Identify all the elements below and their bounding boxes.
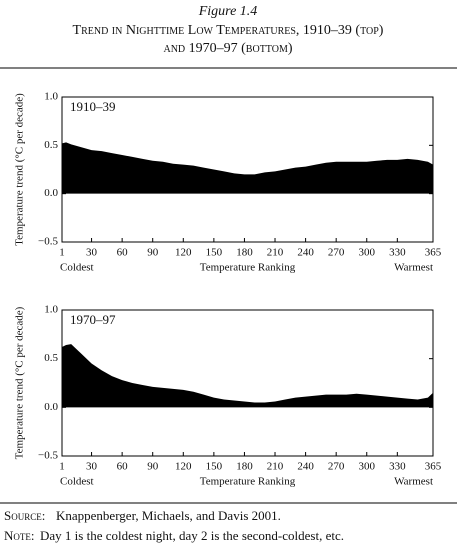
x-tick-label: 270 [328, 247, 345, 259]
x-tick-label: 240 [297, 247, 314, 259]
x-left-note: Coldest [60, 262, 94, 274]
y-axis-label: Temperature trend (°C per decade) [14, 93, 26, 246]
panel-label: 1910–39 [70, 99, 116, 114]
x-tick-label: 30 [86, 461, 98, 473]
x-tick-label: 210 [267, 461, 284, 473]
x-tick-label: 365 [425, 461, 442, 473]
x-tick-label: 90 [147, 247, 159, 259]
plot-frame [61, 96, 434, 243]
x-tick-label: 270 [328, 461, 345, 473]
x-tick-label: 60 [117, 461, 129, 473]
source: Knappenberger, Michaels, and Davis 2001. [56, 508, 281, 523]
area [62, 344, 433, 408]
figure-title: Trend in Nighttime Low Temperatures, 191… [73, 23, 384, 38]
source-label: Source: [4, 508, 45, 523]
x-tick-label: 90 [147, 461, 159, 473]
figure-label: Figure 1.4 [198, 4, 258, 19]
x-tick-label: 210 [267, 247, 284, 259]
x-tick-label: 300 [359, 461, 376, 473]
x-tick-label: 240 [297, 461, 314, 473]
y-axis-label: Temperature trend (°C per decade) [14, 306, 26, 459]
y-tick-label: 0.0 [44, 401, 58, 413]
x-tick-label: 300 [359, 247, 376, 259]
y-tick-label: −0.5 [38, 236, 58, 248]
x-tick-label: 330 [389, 247, 406, 259]
x-tick-label: 120 [175, 247, 192, 259]
y-tick-label: 1.0 [44, 304, 58, 316]
panel-label: 1970–97 [70, 312, 116, 327]
x-tick-label: 60 [117, 247, 129, 259]
x-axis-label: Temperature Ranking [200, 476, 296, 488]
area [62, 142, 433, 194]
x-tick-label: 150 [206, 461, 223, 473]
x-tick-label: 1 [59, 247, 65, 259]
x-tick-label: 180 [236, 247, 253, 259]
plot-frame [61, 309, 434, 457]
x-tick-label: 330 [389, 461, 406, 473]
x-left-note: Coldest [60, 476, 94, 488]
x-tick-label: 1 [59, 461, 65, 473]
y-tick-label: 0.5 [44, 139, 58, 151]
x-tick-label: 150 [206, 247, 223, 259]
x-tick-label: 120 [175, 461, 192, 473]
y-tick-label: −0.5 [38, 450, 58, 462]
note-label: Note: [4, 528, 35, 543]
y-tick-label: 1.0 [44, 91, 58, 103]
x-tick-label: 30 [86, 247, 98, 259]
x-tick-label: 180 [236, 461, 253, 473]
x-tick-label: 365 [425, 247, 442, 259]
y-tick-label: 0.5 [44, 352, 58, 364]
note: Day 1 is the coldest night, day 2 is the… [40, 528, 344, 543]
x-right-note: Warmest [394, 262, 433, 274]
figure-title: and 1970–97 (bottom) [163, 41, 292, 56]
x-axis-label: Temperature Ranking [200, 262, 296, 274]
x-right-note: Warmest [394, 476, 433, 488]
y-tick-label: 0.0 [44, 187, 58, 199]
